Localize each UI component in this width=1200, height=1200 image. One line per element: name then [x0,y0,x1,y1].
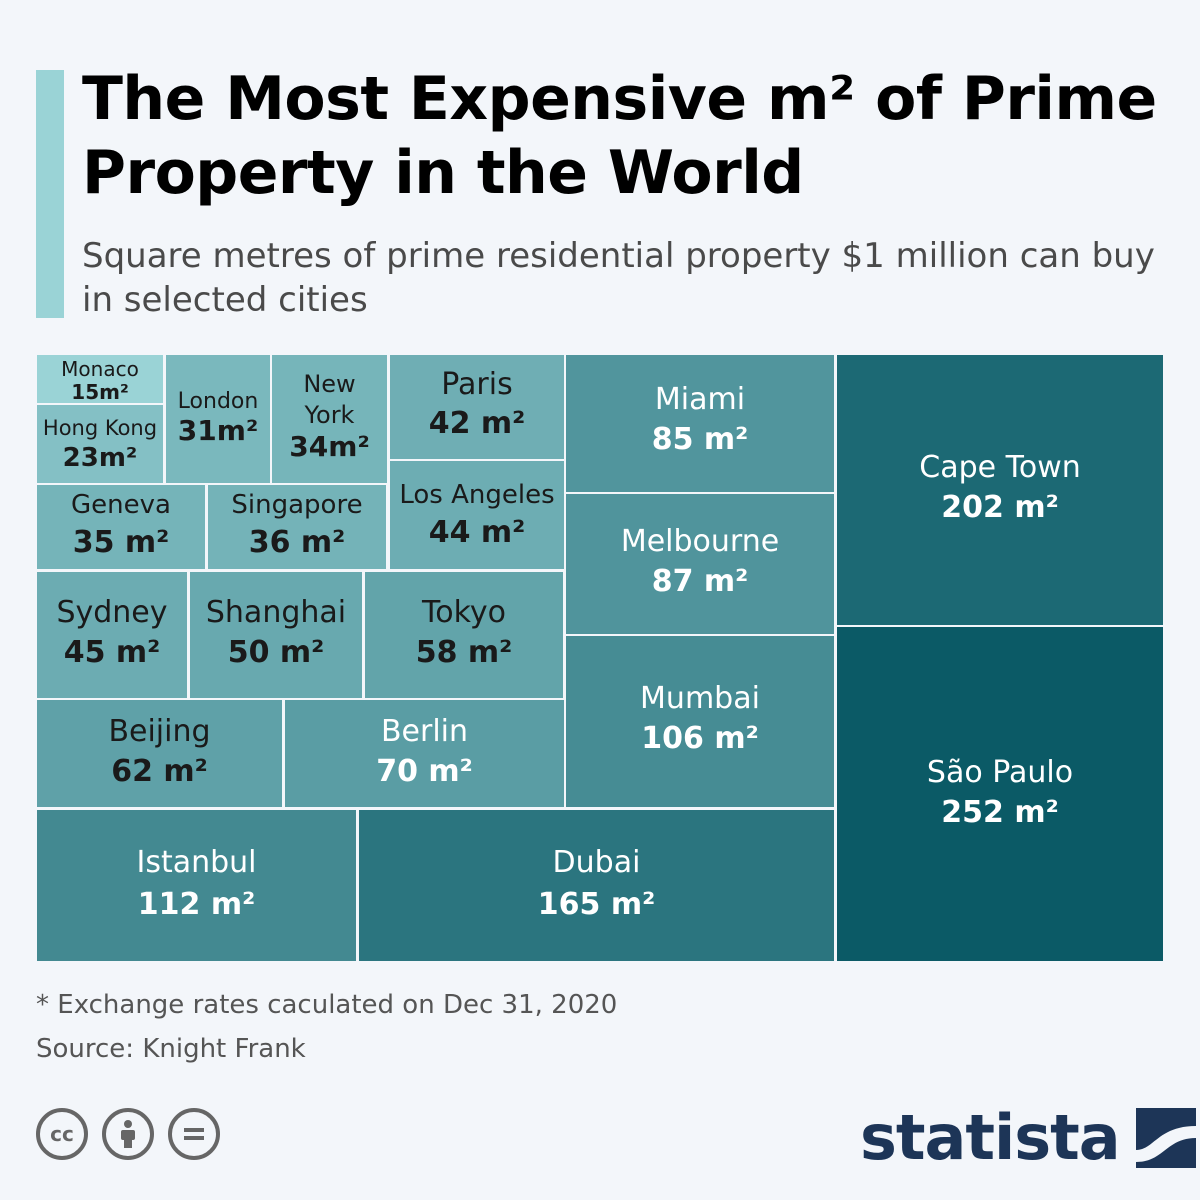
treemap-tile-sydney [37,572,187,698]
brand-name: statista [860,1101,1121,1174]
treemap-tile-melbourne [566,494,834,634]
treemap-tile-cape-town [837,355,1163,625]
treemap-cell-los-angeles: Los Angeles 44 m² [390,461,564,569]
treemap-cell-dubai: Dubai 165 m² [359,810,834,961]
chart-title: The Most Expensive m² of Prime Property … [82,64,1157,208]
value-label-hong-kong: 23m² [63,443,138,473]
city-label-miami: Miami [655,382,745,417]
value-label-beijing: 62 m² [111,754,208,789]
value-label-new-york: 34m² [289,430,369,463]
value-label-dubai: 165 m² [538,887,655,922]
city-label-cape-town: Cape Town [919,450,1081,485]
treemap-tile-monaco [37,355,163,403]
value-label-london: 31m² [178,414,258,447]
license-icons: cc [36,1108,220,1160]
treemap-cell-beijing: Beijing 62 m² [37,700,282,807]
treemap-tile-london [166,355,270,483]
treemap-cell-singapore: Singapore 36 m² [208,485,386,569]
treemap-tile-geneva [37,485,205,569]
city-label-hong-kong: Hong Kong [43,416,157,440]
value-label-sao-paulo: 252 m² [941,795,1058,830]
treemap-tile-new-york [272,355,387,483]
treemap-tile-istanbul [37,810,356,961]
value-label-cape-town: 202 m² [941,490,1058,525]
city-label-beijing: Beijing [108,714,210,749]
city-label-mumbai: Mumbai [640,681,760,716]
treemap-cell-geneva: Geneva 35 m² [37,485,205,569]
value-label-sydney: 45 m² [64,635,161,670]
title-accent-bar [36,70,64,318]
city-label-monaco: Monaco [61,357,139,381]
city-label-singapore: Singapore [231,490,362,520]
statista-brand[interactable]: statista [860,1098,1196,1178]
city-label-shanghai: Shanghai [206,595,346,630]
treemap-cell-melbourne: Melbourne 87 m² [566,494,834,634]
statista-logo-icon [1135,1108,1196,1168]
treemap-cell-hong-kong: Hong Kong 23m² [37,405,163,483]
treemap-tile-berlin [285,700,564,807]
city-label-new-york: New York [303,370,355,429]
city-label-dubai: Dubai [553,845,641,880]
source-note: Source: Knight Frank [36,1034,306,1064]
city-label-tokyo: Tokyo [421,595,506,630]
city-label-sydney: Sydney [56,595,167,630]
treemap-tile-dubai [359,810,834,961]
city-label-geneva: Geneva [71,490,171,520]
treemap-cell-miami: Miami 85 m² [566,355,834,492]
value-label-melbourne: 87 m² [652,564,749,599]
value-label-shanghai: 50 m² [228,635,325,670]
treemap-cell-paris: Paris 42 m² [390,355,564,459]
treemap-tile-paris [390,355,564,459]
value-label-miami: 85 m² [652,422,749,457]
treemap-tile-beijing [37,700,282,807]
city-label-sao-paulo: São Paulo [927,755,1073,790]
treemap-cell-sao-paulo: São Paulo 252 m² [837,627,1163,961]
value-label-berlin: 70 m² [376,754,473,789]
value-label-los-angeles: 44 m² [429,515,526,550]
treemap-tile-mumbai [566,636,834,807]
treemap-tile-hong-kong [37,405,163,483]
city-label-los-angeles: Los Angeles [399,480,554,510]
treemap-cell-sydney: Sydney 45 m² [37,572,187,698]
treemap-tile-singapore [208,485,386,569]
value-label-paris: 42 m² [429,406,526,441]
no-derivatives-icon[interactable] [168,1108,220,1160]
cc-icon[interactable]: cc [36,1108,88,1160]
treemap-cell-berlin: Berlin 70 m² [285,700,564,807]
treemap-cell-tokyo: Tokyo 58 m² [365,572,563,698]
city-label-paris: Paris [441,367,512,402]
treemap-tile-sao-paulo [837,627,1163,961]
treemap-tile-los-angeles [390,461,564,569]
city-label-london: London [178,389,259,414]
footnote: * Exchange rates caculated on Dec 31, 20… [36,990,618,1020]
value-label-geneva: 35 m² [73,525,170,560]
value-label-singapore: 36 m² [249,525,346,560]
city-label-istanbul: Istanbul [136,845,256,880]
value-label-tokyo: 58 m² [416,635,513,670]
treemap-cell-shanghai: Shanghai 50 m² [190,572,362,698]
value-label-mumbai: 106 m² [641,721,758,756]
person-glyph [121,1120,135,1148]
treemap-cell-cape-town: Cape Town 202 m² [837,355,1163,625]
attribution-icon[interactable] [102,1108,154,1160]
value-label-monaco: 15m² [71,380,128,404]
treemap-cell-istanbul: Istanbul 112 m² [37,810,356,961]
city-label-melbourne: Melbourne [621,524,779,559]
chart-subtitle: Square metres of prime residential prope… [82,236,1155,320]
equals-glyph [184,1128,204,1140]
treemap-tile-tokyo [365,572,563,698]
treemap-tile-miami [566,355,834,492]
treemap-tile-shanghai [190,572,362,698]
city-label-berlin: Berlin [381,714,468,749]
value-label-istanbul: 112 m² [138,887,255,922]
treemap-cell-mumbai: Mumbai 106 m² [566,636,834,807]
